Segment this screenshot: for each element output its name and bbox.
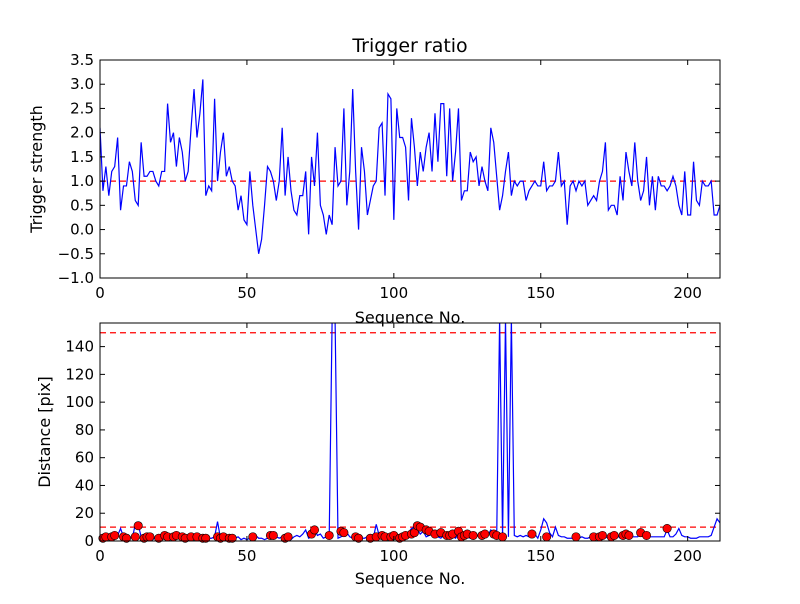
data-point bbox=[268, 530, 278, 540]
y-tick-label: 100 bbox=[65, 393, 94, 411]
data-point bbox=[609, 530, 619, 540]
distance-chart: 0 50 100 150 200 0 20 40 60 80 100 120 140 Sequence … bbox=[35, 322, 721, 588]
y-tick-label: 40 bbox=[75, 476, 94, 494]
data-point bbox=[227, 533, 237, 543]
y-tick-label: 0.0 bbox=[70, 221, 94, 239]
x-tick-label: 100 bbox=[380, 547, 409, 565]
x-tick-label: 150 bbox=[526, 284, 555, 302]
x-tick-label: 200 bbox=[673, 547, 702, 565]
data-point bbox=[201, 533, 211, 543]
y-tick-label: 3.5 bbox=[70, 51, 94, 69]
x-tick-label: 100 bbox=[380, 284, 409, 302]
data-point bbox=[283, 532, 293, 542]
y-tick-label: −1.0 bbox=[58, 269, 94, 287]
data-point bbox=[642, 530, 652, 540]
x-tick-label: 0 bbox=[95, 547, 105, 565]
data-point bbox=[480, 529, 490, 539]
x-tick-label: 200 bbox=[673, 284, 702, 302]
y-tick-label: −0.5 bbox=[58, 245, 94, 263]
data-point bbox=[597, 530, 607, 540]
y-axis-label: Trigger strength bbox=[27, 105, 46, 234]
data-point bbox=[468, 530, 478, 540]
data-point bbox=[121, 533, 131, 543]
y-tick-label: 120 bbox=[65, 365, 94, 383]
y-tick-label: 0.5 bbox=[70, 196, 94, 214]
data-point bbox=[130, 532, 140, 542]
y-tick-label: 2.0 bbox=[70, 124, 94, 142]
data-point bbox=[310, 525, 320, 535]
data-point bbox=[133, 521, 143, 531]
trigger-ratio-chart: Trigger ratio 0 50 100 150 200 −1.0 −0.5 0.0 0.5… bbox=[27, 35, 721, 327]
chart-title: Trigger ratio bbox=[351, 35, 467, 57]
y-tick-label: 0 bbox=[84, 532, 94, 550]
y-tick-label: 80 bbox=[75, 421, 94, 439]
data-point bbox=[339, 528, 349, 538]
x-tick-label: 50 bbox=[237, 547, 256, 565]
data-point bbox=[248, 532, 258, 542]
x-axis-label: Sequence No. bbox=[355, 308, 466, 327]
y-tick-label: 2.5 bbox=[70, 99, 94, 117]
data-point bbox=[110, 530, 120, 540]
data-point bbox=[542, 532, 552, 542]
data-point bbox=[354, 533, 364, 543]
y-tick-label: 1.5 bbox=[70, 148, 94, 166]
x-tick-label: 0 bbox=[95, 284, 105, 302]
y-tick-label: 140 bbox=[65, 338, 94, 356]
data-point bbox=[498, 532, 508, 542]
data-point bbox=[571, 532, 581, 542]
x-tick-label: 50 bbox=[237, 284, 256, 302]
data-point bbox=[662, 524, 672, 534]
plot-frame bbox=[99, 322, 721, 542]
data-point bbox=[527, 529, 537, 539]
y-tick-label: 1.0 bbox=[70, 172, 94, 190]
y-tick-label: 20 bbox=[75, 504, 94, 522]
x-axis-label: Sequence No. bbox=[355, 569, 466, 588]
y-tick-label: 3.0 bbox=[70, 75, 94, 93]
y-axis-label: Distance [pix] bbox=[35, 376, 54, 488]
plot-frame bbox=[99, 59, 721, 279]
data-point bbox=[324, 530, 334, 540]
x-tick-label: 150 bbox=[526, 547, 555, 565]
series-line bbox=[100, 79, 720, 254]
y-tick-label: 60 bbox=[75, 449, 94, 467]
data-point bbox=[624, 530, 634, 540]
data-point bbox=[145, 532, 155, 542]
